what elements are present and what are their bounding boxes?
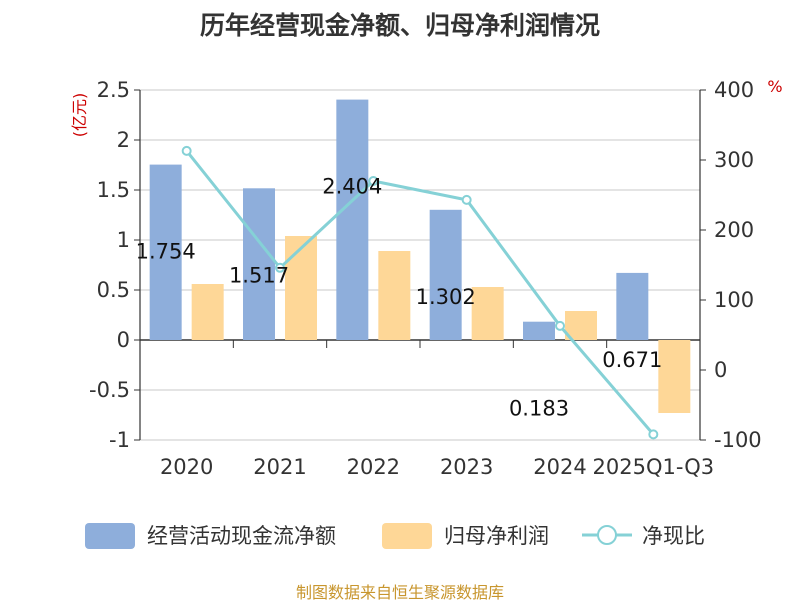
line-point <box>555 320 565 331</box>
bar <box>565 311 597 340</box>
bar <box>336 99 369 340</box>
left-tick-label: 0 <box>117 328 130 352</box>
data-labels: 1.754 1.517 2.404 1.302 0.183 0.671 <box>136 175 663 421</box>
bar-series <box>149 99 691 413</box>
left-axis-unit: (亿元) <box>70 93 89 138</box>
right-tick-label: 100 <box>714 288 754 312</box>
left-tick-label: 1.5 <box>97 178 130 202</box>
line-point <box>368 176 379 186</box>
data-label: 2.404 <box>322 175 382 199</box>
legend: 经营活动现金流净额 归母净利润 净现比 <box>85 523 705 549</box>
bar <box>471 287 504 340</box>
x-tick-label: 2024 <box>533 455 586 479</box>
line-point <box>181 145 192 156</box>
line-point <box>275 262 285 273</box>
right-tick-label: 400 <box>714 78 754 102</box>
bar <box>191 284 224 340</box>
left-tick-label: -1 <box>109 428 130 452</box>
line-point <box>648 429 659 440</box>
data-label: 1.517 <box>229 263 289 287</box>
right-tick-label: 300 <box>714 148 754 172</box>
x-tick-label: 2023 <box>440 455 493 479</box>
bar <box>616 272 649 340</box>
bar <box>523 321 555 340</box>
left-tick-label: -0.5 <box>89 378 130 402</box>
series-line <box>185 149 655 436</box>
legend-swatch-ratio-marker <box>597 525 617 545</box>
data-label: 1.754 <box>136 240 196 264</box>
bar <box>243 188 275 340</box>
chart-title: 历年经营现金净额、归母净利润情况 <box>199 11 600 40</box>
legend-label-cashflow: 经营活动现金流净额 <box>147 524 336 548</box>
bar <box>149 164 182 340</box>
right-axis-unit: % <box>767 77 782 96</box>
legend-swatch-cashflow <box>85 523 135 549</box>
data-source-note: 制图数据来自恒生聚源数据库 <box>295 583 504 602</box>
left-tick-label: 2.5 <box>97 78 130 102</box>
left-tick-label: 0.5 <box>97 278 130 302</box>
bar <box>429 209 462 340</box>
line-series <box>181 145 659 440</box>
bar <box>658 340 691 413</box>
x-tick-label: 2022 <box>347 455 400 479</box>
data-label: 0.183 <box>509 397 569 421</box>
left-tick-label: 2 <box>117 128 130 152</box>
axes: -1 -0.5 0 0.5 1 1.5 2 2.5 -100 0 100 200 300 400 2020 2… <box>70 77 783 479</box>
left-tick-label: 1 <box>117 228 130 252</box>
legend-swatch-profit <box>382 523 432 549</box>
right-tick-label: 200 <box>714 218 754 242</box>
right-tick-label: 0 <box>714 358 727 382</box>
legend-label-ratio: 净现比 <box>642 524 705 548</box>
x-tick-label: 2021 <box>253 455 306 479</box>
x-tick-label: 2025Q1-Q3 <box>593 455 715 479</box>
bar <box>378 251 411 340</box>
grid-lines <box>140 89 700 441</box>
data-label: 0.671 <box>602 348 662 372</box>
line-point <box>461 194 472 205</box>
x-tick-label: 2020 <box>160 455 213 479</box>
bar <box>285 236 317 340</box>
data-label: 1.302 <box>416 285 476 309</box>
legend-label-profit: 归母净利润 <box>444 524 549 548</box>
right-tick-label: -100 <box>714 428 762 452</box>
